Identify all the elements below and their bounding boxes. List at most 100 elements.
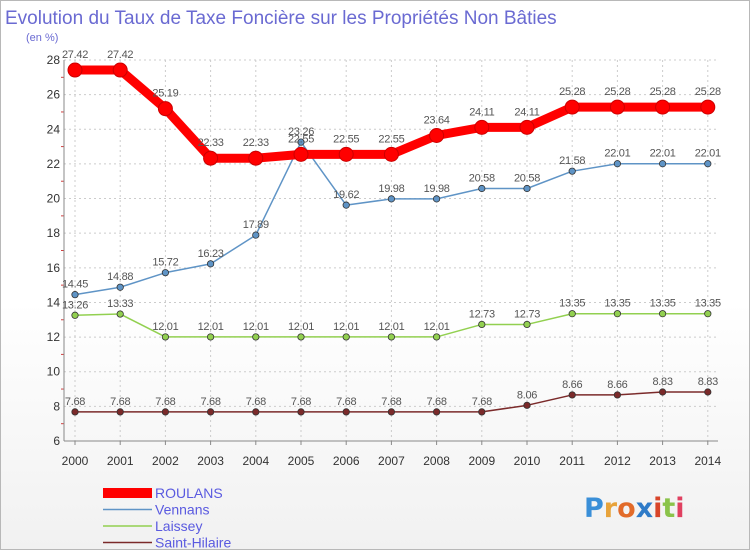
data-point: [112, 62, 128, 78]
y-tick-label: 12: [47, 330, 61, 344]
data-label: 13.35: [650, 298, 676, 310]
data-point: [67, 62, 83, 78]
data-point: [568, 391, 576, 399]
data-label: 22.55: [378, 133, 404, 145]
data-point: [383, 146, 399, 162]
data-point: [613, 391, 622, 399]
data-label: 22.33: [243, 137, 269, 149]
data-label: 25.19: [152, 88, 178, 100]
data-label: 7.68: [246, 396, 266, 408]
data-point: [207, 408, 215, 416]
data-label: 24.11: [469, 106, 494, 118]
x-tick-label: 2004: [242, 454, 269, 468]
data-point: [71, 291, 79, 299]
data-point: [252, 333, 260, 341]
y-tick-label: 16: [47, 261, 61, 275]
data-point: [157, 101, 173, 117]
x-tick-label: 2007: [378, 454, 405, 468]
data-label: 8.66: [607, 379, 627, 391]
data-label: 7.68: [426, 396, 446, 408]
data-point: [523, 401, 531, 409]
legend-label: Saint-Hilaire: [155, 535, 231, 550]
data-point: [342, 408, 350, 416]
data-point: [700, 99, 716, 115]
data-label: 8.83: [652, 376, 672, 388]
data-point: [71, 408, 79, 416]
data-label: 12.01: [378, 321, 404, 333]
x-tick-label: 2011: [559, 454, 585, 468]
data-point: [297, 138, 305, 146]
data-label: 17.89: [243, 219, 269, 231]
data-label: 7.68: [336, 396, 356, 408]
data-point: [297, 333, 305, 341]
axes: 6 8 10 12 14 16 18 20 22 24 26 28 2000 2001 2002 2003 20…: [47, 53, 722, 468]
data-label: 24.11: [514, 106, 539, 118]
data-label: 21.58: [559, 155, 585, 167]
logo-letter: x: [636, 493, 653, 524]
data-label: 7.68: [155, 396, 175, 408]
data-point: [252, 408, 260, 416]
data-point: [116, 408, 124, 416]
data-point: [704, 160, 712, 168]
data-point: [161, 269, 169, 277]
x-tick-label: 2006: [333, 454, 360, 468]
data-label: 19.98: [378, 183, 404, 195]
x-tick-label: 2012: [604, 454, 631, 468]
series-layer: [67, 62, 716, 416]
legend-label: Vennans: [155, 502, 210, 518]
legend-label: Laissey: [155, 518, 202, 534]
data-point: [161, 333, 169, 341]
data-point: [387, 195, 395, 203]
data-label: 20.58: [514, 173, 540, 185]
data-label: 12.01: [424, 321, 450, 333]
data-label: 22.01: [695, 148, 721, 160]
data-point: [478, 408, 486, 416]
data-label: 19.98: [424, 183, 450, 195]
data-label: 19.62: [333, 189, 359, 201]
data-point: [71, 311, 79, 319]
data-point: [203, 150, 219, 166]
data-point: [478, 184, 486, 193]
data-point: [248, 150, 264, 166]
x-tick-label: 2010: [514, 454, 541, 468]
x-tick-label: 2005: [288, 454, 315, 468]
data-label: 7.68: [65, 396, 85, 408]
data-point: [387, 408, 395, 416]
data-point: [658, 388, 667, 396]
y-tick-label: 6: [53, 434, 60, 448]
data-label: 12.01: [198, 321, 224, 333]
data-label: 25.28: [650, 86, 676, 98]
x-tick-label: 2009: [468, 454, 495, 468]
y-tick-label: 24: [47, 122, 61, 136]
data-label: 7.68: [291, 396, 311, 408]
data-label: 27.42: [107, 49, 133, 61]
data-point: [432, 408, 441, 416]
data-label: 12.01: [333, 321, 359, 333]
data-label: 7.68: [381, 396, 401, 408]
data-point: [613, 160, 622, 168]
data-point: [478, 320, 486, 329]
data-point: [207, 333, 215, 341]
data-label: 12.01: [152, 321, 178, 333]
data-point: [116, 310, 124, 318]
data-label: 25.28: [559, 86, 585, 98]
data-point: [568, 167, 576, 175]
data-label: 23.26: [288, 126, 314, 138]
logo-letter: i: [653, 493, 662, 524]
data-point: [432, 195, 441, 203]
data-point: [432, 333, 441, 341]
x-tick-label: 2008: [423, 454, 450, 468]
data-label: 12.01: [243, 321, 269, 333]
data-point: [387, 333, 395, 341]
data-point: [429, 128, 445, 144]
data-label: 12.73: [469, 308, 495, 320]
y-tick-label: 28: [47, 53, 61, 67]
grid: [64, 59, 718, 442]
y-tick-label: 8: [53, 399, 60, 413]
data-point: [519, 119, 535, 135]
logo-letter: r: [604, 493, 618, 524]
legend-label: ROULANS: [155, 485, 223, 501]
data-label: 8.66: [562, 379, 582, 391]
data-label: 8.83: [698, 376, 718, 388]
